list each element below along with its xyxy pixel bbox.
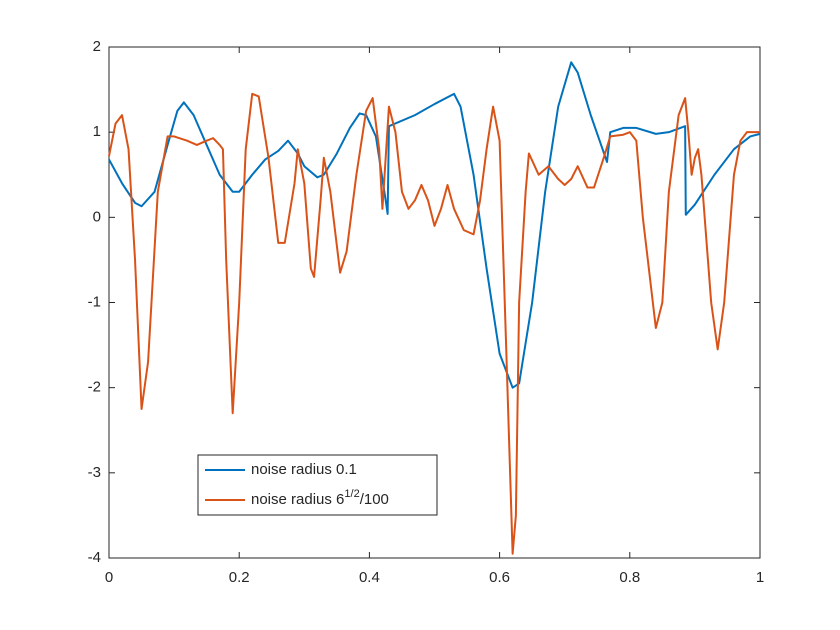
y-tick-label: -1 xyxy=(88,293,101,310)
legend-box xyxy=(197,454,438,516)
x-tick-label: 0.6 xyxy=(489,569,510,586)
x-tick-label: 0.2 xyxy=(229,569,250,586)
legend: noise radius 0.1 noise radius 61/2/100 xyxy=(197,454,438,516)
y-tick-label: 2 xyxy=(93,38,101,55)
x-tick-label: 0.8 xyxy=(619,569,640,586)
y-tick-label: -2 xyxy=(88,379,101,396)
line xyxy=(108,92,760,555)
x-tick-label: 0 xyxy=(105,569,113,586)
y-tick-label: -4 xyxy=(88,549,101,566)
legend-label: noise radius 0.1 xyxy=(251,461,357,478)
y-tick-label: 1 xyxy=(93,123,101,140)
legend-label: noise radius 61/2/100 xyxy=(251,488,389,508)
y-tick-label: 0 xyxy=(93,208,101,225)
y-tick-label: -3 xyxy=(88,464,101,481)
line xyxy=(108,61,761,389)
x-tick-label: 1 xyxy=(756,569,764,586)
x-tick-label: 0.4 xyxy=(359,569,380,586)
